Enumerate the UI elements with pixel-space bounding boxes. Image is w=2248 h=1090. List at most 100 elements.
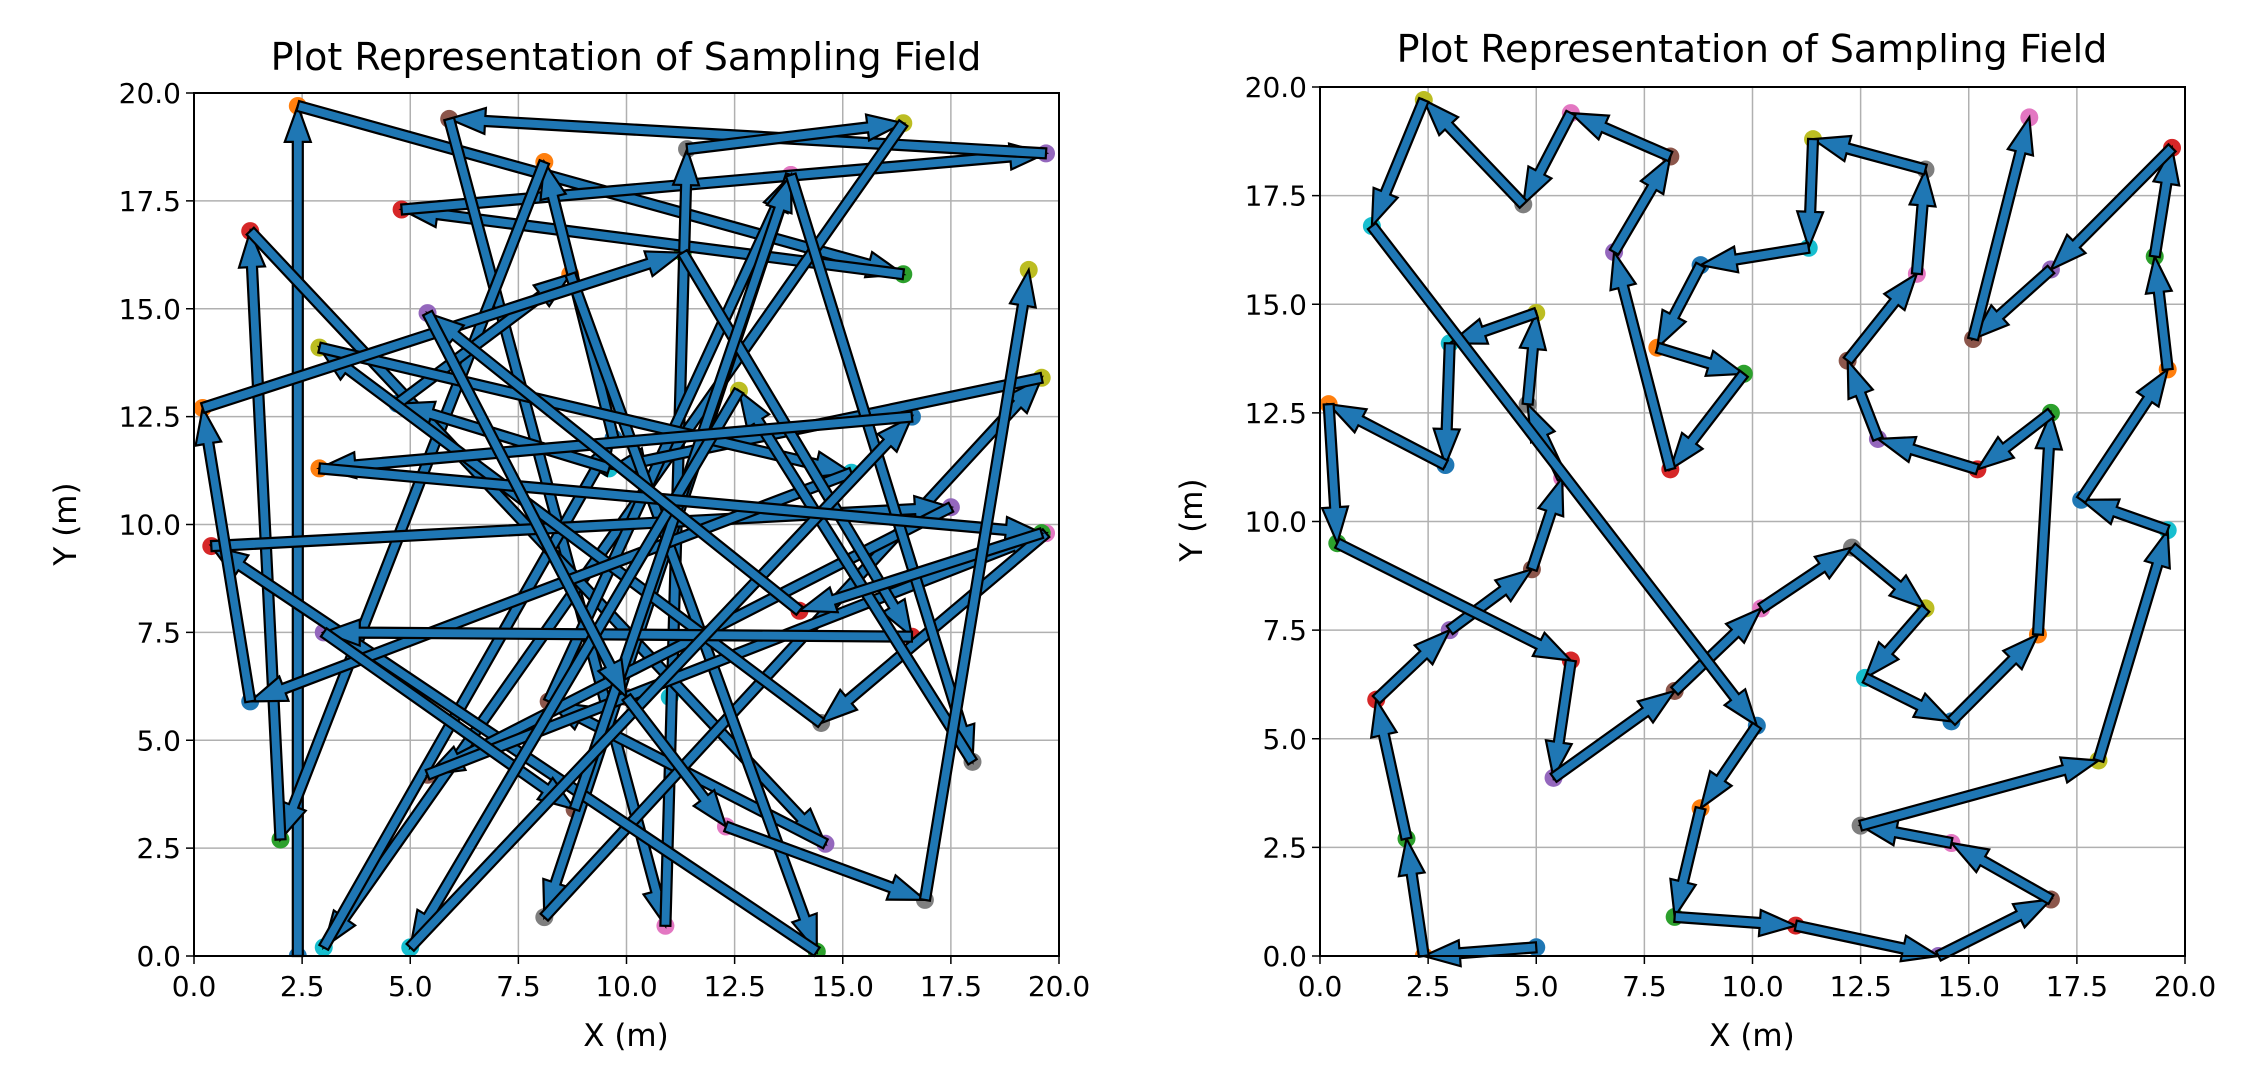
path-arrow bbox=[1567, 111, 1674, 163]
path-arrow bbox=[1673, 908, 1800, 938]
path-arrow bbox=[1698, 721, 1763, 811]
path-arrow bbox=[1862, 603, 1931, 681]
path-arrow bbox=[737, 387, 979, 767]
path-arrow bbox=[421, 309, 628, 700]
y-tick-label: 2.5 bbox=[1262, 831, 1307, 864]
path-arrow bbox=[2144, 253, 2174, 372]
path-arrow bbox=[1654, 341, 1747, 377]
path-arrow bbox=[685, 113, 907, 156]
path-arrow bbox=[1445, 567, 1535, 636]
x-axis-ticks: 0.0 2.5 5.0 7.5 10.0 12.5 15.0 17.5 20.0 bbox=[172, 956, 1090, 1003]
path-arrow bbox=[445, 106, 1048, 160]
path-arrow bbox=[2092, 527, 2171, 764]
path-arrow bbox=[1861, 672, 1955, 723]
path-arrow bbox=[1371, 627, 1453, 705]
y-tick-label: 5.0 bbox=[1262, 723, 1307, 756]
x-tick-label: 20.0 bbox=[2154, 970, 2216, 1003]
path-arrow bbox=[209, 494, 955, 553]
path-arrow bbox=[2031, 409, 2064, 636]
x-tick-label: 15.0 bbox=[1938, 970, 2000, 1003]
path-arrow bbox=[1907, 166, 1937, 276]
x-tick-label: 17.5 bbox=[920, 970, 982, 1003]
path-arrow bbox=[1795, 137, 1825, 252]
chart-title: Plot Representation of Sampling Field bbox=[1397, 27, 2108, 71]
path-arrow bbox=[1370, 96, 1430, 229]
y-tick-label: 15.0 bbox=[119, 293, 181, 326]
path-arrow bbox=[1809, 134, 1929, 176]
path-arrow bbox=[722, 820, 928, 902]
x-tick-label: 12.5 bbox=[1829, 970, 1891, 1003]
x-tick-label: 7.5 bbox=[1622, 970, 1667, 1003]
path-arrow bbox=[1525, 474, 1565, 573]
path-arrow bbox=[194, 404, 257, 704]
y-tick-label: 17.5 bbox=[119, 185, 181, 218]
path-arrow bbox=[400, 142, 1050, 216]
x-tick-label: 2.5 bbox=[1406, 970, 1451, 1003]
y-axis-ticks: 0.0 2.5 5.0 7.5 10.0 12.5 15.0 17.5 20.0 bbox=[119, 77, 194, 973]
path-arrow bbox=[1333, 537, 1574, 662]
x-axis-label: X (m) bbox=[583, 1018, 668, 1054]
x-tick-label: 0.0 bbox=[172, 970, 217, 1003]
y-tick-label: 12.5 bbox=[119, 401, 181, 434]
y-tick-label: 17.5 bbox=[1245, 180, 1307, 213]
x-tick-label: 5.0 bbox=[388, 970, 433, 1003]
path-arrow bbox=[1608, 153, 1672, 257]
y-axis-label: Y (m) bbox=[48, 482, 84, 566]
y-tick-label: 20.0 bbox=[119, 77, 181, 110]
x-tick-label: 20.0 bbox=[1028, 970, 1090, 1003]
path-arrow bbox=[1655, 261, 1707, 351]
path-arrow bbox=[1518, 309, 1548, 406]
path-arrow bbox=[1669, 805, 1707, 921]
path-arrow bbox=[317, 435, 616, 952]
y-tick-label: 20.0 bbox=[1245, 71, 1307, 104]
path-arrow bbox=[1320, 402, 1350, 547]
path-arrow bbox=[1369, 696, 1413, 842]
y-tick-label: 2.5 bbox=[136, 832, 181, 865]
path-arrow bbox=[1366, 221, 1759, 729]
right-chart: Plot Representation of Sampling Field 0.… bbox=[1174, 27, 2216, 1054]
path-arrow bbox=[2075, 366, 2170, 505]
path-arrow bbox=[1946, 632, 2041, 727]
y-tick-label: 0.0 bbox=[136, 940, 181, 973]
y-tick-label: 10.0 bbox=[1245, 506, 1307, 539]
path-arrow bbox=[1970, 264, 2056, 342]
path-arrow bbox=[1948, 841, 2055, 906]
path-arrow bbox=[1846, 357, 1885, 443]
x-tick-label: 15.0 bbox=[812, 970, 874, 1003]
x-tick-label: 10.0 bbox=[1721, 970, 1783, 1003]
path-arrow bbox=[1974, 407, 2056, 472]
x-tick-label: 2.5 bbox=[280, 970, 325, 1003]
y-axis-ticks: 0.0 2.5 5.0 7.5 10.0 12.5 15.0 17.5 20.0 bbox=[1245, 71, 1320, 973]
path-arrow bbox=[1966, 114, 2035, 342]
path-arrow bbox=[1756, 545, 1855, 615]
path-arrow bbox=[2048, 142, 2178, 272]
path-arrow bbox=[1421, 97, 1529, 210]
path-arrow bbox=[1420, 938, 1538, 968]
path-arrow bbox=[1669, 606, 1764, 697]
y-tick-label: 12.5 bbox=[1245, 397, 1307, 430]
path-arrow bbox=[1934, 898, 2054, 962]
x-tick-label: 12.5 bbox=[703, 970, 765, 1003]
path-arrow bbox=[317, 462, 1045, 545]
path-arrow bbox=[1432, 342, 1462, 469]
path-arrow bbox=[1549, 689, 1678, 784]
path-arrow bbox=[620, 692, 728, 830]
x-tick-label: 17.5 bbox=[2046, 970, 2108, 1003]
x-tick-label: 0.0 bbox=[1298, 970, 1343, 1003]
path-arrow bbox=[1857, 818, 1954, 850]
path-arrow bbox=[918, 266, 1038, 902]
path-arrow bbox=[1544, 658, 1578, 782]
y-tick-label: 15.0 bbox=[1245, 288, 1307, 321]
path-arrow bbox=[1847, 542, 1928, 611]
path-arrow bbox=[1325, 402, 1450, 471]
path-arrows bbox=[1320, 96, 2181, 968]
path-arrow bbox=[1793, 919, 1942, 963]
x-tick-label: 5.0 bbox=[1514, 970, 1559, 1003]
chart-title: Plot Representation of Sampling Field bbox=[271, 35, 982, 79]
path-arrow bbox=[1842, 271, 1919, 366]
y-tick-label: 7.5 bbox=[1262, 614, 1307, 647]
path-arrow bbox=[1397, 835, 1430, 958]
x-tick-label: 7.5 bbox=[496, 970, 541, 1003]
path-arrows bbox=[194, 99, 1051, 958]
